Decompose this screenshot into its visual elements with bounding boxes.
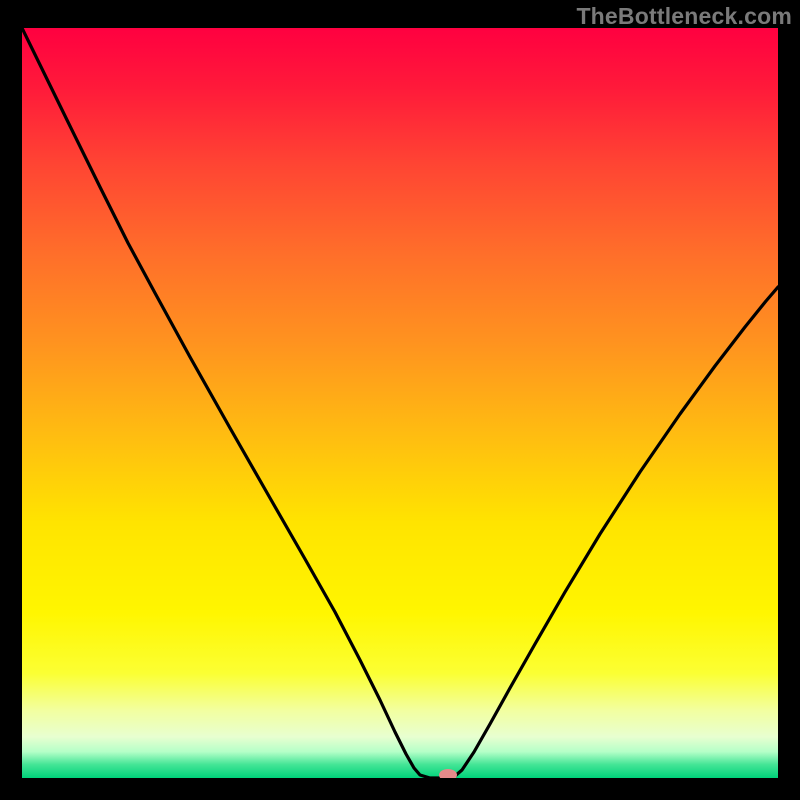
watermark-text: TheBottleneck.com [576, 3, 792, 30]
bottleneck-chart [0, 0, 800, 800]
chart-frame: TheBottleneck.com [0, 0, 800, 800]
plot-background [22, 28, 778, 778]
